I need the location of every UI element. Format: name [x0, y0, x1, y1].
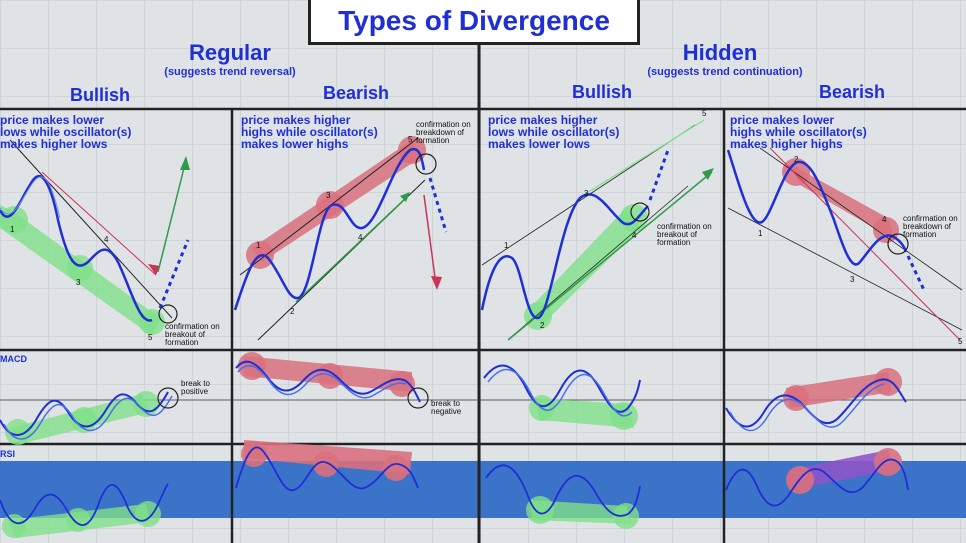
regular-bullish-description: price makes lower lows while oscillator(…: [0, 113, 132, 151]
macd-hidden-bearish: [725, 368, 907, 432]
rsi-label: RSI: [0, 449, 16, 459]
point-label: 2: [794, 155, 799, 164]
point-label: 1: [504, 241, 509, 250]
regular-bearish-confirmation: confirmation on breakdown of formation: [416, 120, 471, 145]
page-title: Types of Divergence: [308, 0, 640, 45]
hidden-bullish-header: Bullish: [571, 82, 632, 102]
regular-bearish-description: price makes higher highs while oscillato…: [241, 113, 378, 151]
point-label: 5: [702, 109, 707, 118]
regular-bullish-confirmation: confirmation on breakout of formation: [165, 322, 220, 347]
panel-frame: [0, 42, 966, 543]
hidden-bearish-price-panel: [726, 147, 963, 341]
hidden-header: Hidden: [682, 40, 758, 65]
point-label: 1: [758, 229, 763, 238]
macd-break-positive-note: break to positive: [181, 379, 210, 396]
macd-label: MACD: [0, 354, 27, 364]
rsi-hidden-bullish: [485, 464, 641, 529]
bull-highlight-band: [528, 206, 640, 325]
rsi-hidden-bearish: [725, 448, 909, 507]
point-labels: 1 3 4 5 1 2 3 4 5 1 2 3 4 5 1 2 3 4 5: [10, 109, 963, 346]
hidden-bearish-header: Bearish: [818, 82, 886, 102]
point-label: 3: [76, 278, 81, 287]
hidden-bullish-price-panel: [480, 119, 714, 341]
point-label: 3: [850, 275, 855, 284]
point-label: 4: [632, 231, 637, 240]
regular-bullish-header: Bullish: [69, 85, 130, 105]
regular-header: Regular: [189, 40, 271, 65]
regular-bullish-price-panel: [0, 139, 190, 336]
point-label: 5: [148, 333, 153, 342]
point-label: 3: [326, 191, 331, 200]
point-label: 1: [10, 225, 15, 234]
point-label: 1: [256, 241, 261, 250]
regular-subtitle: (suggests trend reversal): [164, 66, 296, 78]
price-line: [233, 147, 426, 311]
hidden-subtitle: (suggests trend continuation): [647, 66, 803, 78]
hidden-bullish-description: price makes higher lows while oscillator…: [488, 113, 620, 151]
price-line: [0, 174, 153, 322]
point-label: 2: [540, 321, 545, 330]
point-label: 3: [584, 189, 589, 198]
rsi-regular-bearish: [235, 440, 419, 491]
hidden-bullish-confirmation: confirmation on breakout of formation: [657, 222, 712, 247]
regular-bearish-price-panel: [233, 136, 448, 341]
point-label: 2: [290, 307, 295, 316]
price-line: [726, 149, 908, 266]
bear-highlight-band: [790, 164, 895, 240]
hidden-bearish-confirmation: confirmation on breakdown of formation: [903, 214, 958, 239]
macd-regular-bearish: [235, 352, 429, 409]
point-label: 5: [958, 337, 963, 346]
rsi-regular-bullish: [0, 483, 169, 538]
price-line: [480, 193, 649, 320]
regular-bearish-header: Bearish: [322, 83, 390, 103]
point-label: 4: [882, 215, 887, 224]
point-label: 5: [408, 135, 413, 144]
macd-break-negative-note: break to negative: [431, 399, 462, 416]
point-label: 4: [104, 235, 109, 244]
macd-regular-bullish: [0, 387, 179, 445]
macd-hidden-bullish: [483, 364, 641, 430]
hidden-bearish-description: price makes lower highs while oscillator…: [730, 113, 867, 151]
point-label: 4: [358, 233, 363, 242]
